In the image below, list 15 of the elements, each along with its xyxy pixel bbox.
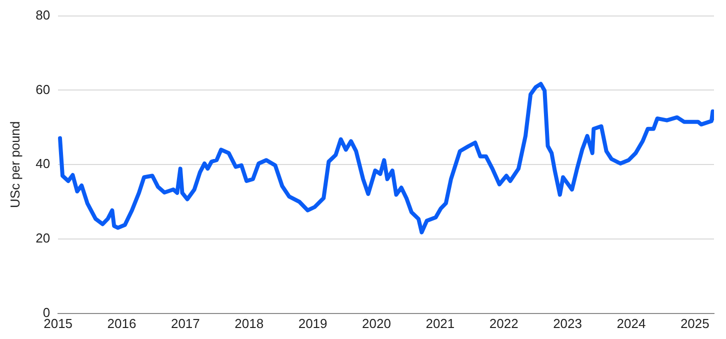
y-axis-title: USc per pound — [7, 121, 22, 208]
x-tick-label: 2020 — [362, 316, 391, 331]
y-tick-label: 80 — [36, 7, 50, 22]
x-tick-label: 2023 — [553, 316, 582, 331]
x-tick-label: 2025 — [680, 316, 710, 331]
y-tick-label: 20 — [36, 230, 50, 246]
y-tick-label: 40 — [36, 156, 50, 172]
x-tick-label: 2018 — [234, 316, 264, 331]
x-tick-label: 2024 — [616, 316, 646, 331]
x-tick-label: 2016 — [107, 316, 136, 331]
x-tick-label: 2017 — [170, 316, 200, 331]
y-tick-label: 60 — [36, 82, 50, 97]
x-tick-label: 2021 — [426, 316, 455, 331]
x-tick-label: 2019 — [298, 316, 328, 331]
x-tick-label: 2022 — [489, 316, 518, 331]
